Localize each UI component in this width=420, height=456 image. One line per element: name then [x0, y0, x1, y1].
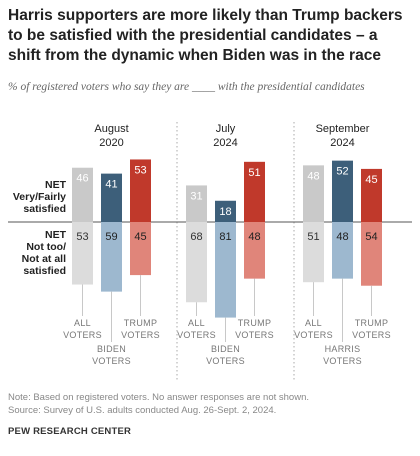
- chart-title: Harris supporters are more likely than T…: [8, 7, 403, 64]
- row-label-not-satisfied-line: satisfied: [23, 265, 66, 277]
- bar-satisfied: [361, 168, 382, 222]
- panel-title-line: August: [94, 123, 128, 135]
- row-label-satisfied-line: satisfied: [23, 203, 66, 215]
- bar-not-satisfied: [101, 222, 122, 292]
- bar-satisfied: [244, 161, 265, 222]
- category-label-line: TRUMP: [355, 318, 389, 328]
- value-label-satisfied: 41: [105, 179, 117, 191]
- bar-not-satisfied: [215, 222, 236, 318]
- value-label-satisfied: 46: [76, 173, 88, 185]
- panel-title-line: September: [316, 123, 370, 135]
- value-label-not-satisfied: 48: [336, 231, 348, 243]
- row-label-not-satisfied-line: NET: [45, 229, 67, 241]
- value-label-satisfied: 52: [336, 166, 348, 178]
- category-label-line: VOTERS: [294, 330, 333, 340]
- row-label-satisfied-line: NET: [45, 179, 67, 191]
- value-label-satisfied: 53: [134, 164, 146, 176]
- pew-credit: PEW RESEARCH CENTER: [8, 426, 132, 437]
- category-label-line: VOTERS: [235, 330, 274, 340]
- value-label-satisfied: 31: [190, 190, 202, 202]
- category-label-line: VOTERS: [352, 330, 391, 340]
- category-label-line: TRUMP: [124, 318, 158, 328]
- chart-subtitle: % of registered voters who say they are …: [8, 81, 365, 93]
- value-label-not-satisfied: 81: [219, 231, 231, 243]
- category-label-line: VOTERS: [206, 356, 245, 366]
- value-label-satisfied: 48: [307, 170, 319, 182]
- bar-not-satisfied: [72, 222, 93, 285]
- value-label-not-satisfied: 54: [365, 231, 377, 243]
- category-label-line: HARRIS: [325, 344, 361, 354]
- category-label-line: BIDEN: [97, 344, 126, 354]
- panel-title-line: 2020: [99, 137, 123, 149]
- category-label-line: VOTERS: [177, 330, 216, 340]
- value-label-not-satisfied: 59: [105, 231, 117, 243]
- value-label-satisfied: 45: [365, 174, 377, 186]
- bar-not-satisfied: [186, 222, 207, 303]
- note-text: Note: Based on registered voters. No ans…: [8, 392, 309, 403]
- panel-title-line: 2024: [213, 137, 237, 149]
- value-label-satisfied: 51: [248, 167, 260, 179]
- category-label-line: VOTERS: [63, 330, 102, 340]
- value-label-not-satisfied: 51: [307, 231, 319, 243]
- value-label-not-satisfied: 68: [190, 231, 202, 243]
- value-label-not-satisfied: 48: [248, 231, 260, 243]
- bar-not-satisfied: [130, 222, 151, 276]
- category-label-line: ALL: [74, 318, 91, 328]
- category-label-line: TRUMP: [238, 318, 272, 328]
- bar-satisfied: [332, 160, 353, 222]
- bar-satisfied: [130, 159, 151, 222]
- panel-title-line: July: [216, 123, 236, 135]
- value-label-not-satisfied: 53: [76, 231, 88, 243]
- source-text: Source: Survey of U.S. adults conducted …: [8, 405, 277, 416]
- category-label-line: VOTERS: [323, 356, 362, 366]
- panel-title-line: 2024: [330, 137, 354, 149]
- bar-satisfied: [186, 185, 207, 222]
- value-label-not-satisfied: 45: [134, 231, 146, 243]
- bar-not-satisfied: [332, 222, 353, 279]
- category-label-line: VOTERS: [92, 356, 131, 366]
- category-label-line: ALL: [188, 318, 205, 328]
- bar-satisfied: [215, 200, 236, 222]
- row-label-not-satisfied-line: Not too/: [26, 241, 66, 253]
- category-label-line: BIDEN: [211, 344, 240, 354]
- row-label-not-satisfied-line: Not at all: [22, 253, 66, 265]
- bar-satisfied: [72, 167, 93, 222]
- bar-not-satisfied: [244, 222, 265, 279]
- bar-not-satisfied: [303, 222, 324, 283]
- category-label-line: ALL: [305, 318, 322, 328]
- row-label-satisfied-line: Very/Fairly: [13, 191, 66, 203]
- bar-not-satisfied: [361, 222, 382, 286]
- value-label-satisfied: 18: [219, 206, 231, 218]
- category-label-line: VOTERS: [121, 330, 160, 340]
- bar-satisfied: [101, 173, 122, 222]
- bar-satisfied: [303, 165, 324, 222]
